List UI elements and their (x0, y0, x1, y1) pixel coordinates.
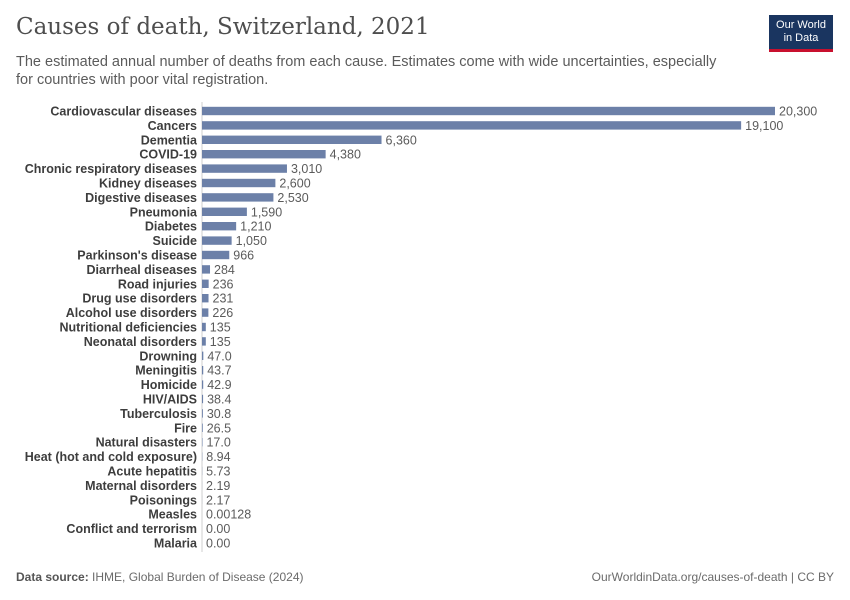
value-label: 1,210 (240, 220, 271, 234)
bar (202, 394, 204, 404)
category-label: Road injuries (118, 277, 197, 291)
value-label: 30.8 (207, 407, 231, 421)
value-label: 19,100 (745, 119, 783, 133)
bar (202, 351, 204, 360)
value-label: 8.94 (206, 450, 230, 464)
value-label: 135 (210, 321, 231, 335)
category-label: Nutritional deficiencies (59, 321, 197, 335)
category-label: Alcohol use disorders (66, 306, 197, 320)
bar (202, 380, 204, 389)
bar (202, 150, 326, 159)
bar (202, 106, 775, 116)
value-label: 226 (212, 306, 233, 320)
value-label: 26.5 (207, 421, 231, 435)
data-source-text: IHME, Global Burden of Disease (2024) (92, 570, 304, 584)
category-label: Meningitis (135, 364, 197, 378)
value-label: 2.17 (206, 493, 230, 507)
value-label: 43.7 (207, 364, 231, 378)
category-label: Diabetes (145, 220, 197, 234)
value-label: 0.00 (206, 537, 230, 551)
category-label: Suicide (153, 234, 198, 248)
bar (202, 178, 276, 188)
value-label: 5.73 (206, 465, 230, 479)
value-label: 47.0 (207, 349, 231, 363)
category-label: Kidney diseases (99, 177, 197, 191)
bar (202, 366, 204, 375)
bar (202, 121, 742, 130)
value-label: 0.00128 (206, 508, 251, 522)
bar (202, 236, 232, 245)
category-label: Cancers (148, 119, 197, 133)
category-label: Malaria (154, 537, 198, 551)
bar (202, 279, 209, 288)
logo-line-2: in Data (783, 32, 819, 44)
bar (202, 322, 206, 332)
value-label: 20,300 (779, 105, 817, 119)
category-label: Heat (hot and cold exposure) (25, 450, 197, 464)
value-label: 1,590 (251, 205, 282, 219)
value-label: 135 (210, 335, 231, 349)
data-source-label: Data source: (16, 570, 89, 584)
category-label: Dementia (141, 133, 198, 147)
value-label: 3,010 (291, 162, 322, 176)
value-label: 231 (213, 292, 234, 306)
bar (202, 222, 237, 231)
value-label: 236 (213, 277, 234, 291)
category-label: Chronic respiratory diseases (25, 162, 197, 176)
bar (202, 207, 247, 216)
bar-chart: Cardiovascular diseases 20,300 Cancers 19,1… (25, 102, 817, 552)
bar (202, 164, 287, 173)
category-label: Digestive diseases (85, 191, 197, 205)
chart-subtitle: The estimated annual number of deaths fr… (16, 54, 717, 88)
bar (202, 308, 209, 317)
value-label: 42.9 (207, 378, 231, 392)
category-label: Fire (174, 421, 197, 435)
value-label: 2,600 (279, 177, 310, 191)
bar (202, 423, 203, 432)
value-label: 0.00 (206, 522, 230, 536)
bar (202, 135, 382, 144)
category-label: Drug use disorders (82, 292, 197, 306)
value-label: 2,530 (277, 191, 308, 205)
source-url-link[interactable]: OurWorldinData.org/causes-of-death | CC … (591, 570, 834, 584)
value-label: 4,380 (330, 148, 361, 162)
value-label: 17.0 (206, 436, 230, 450)
bar (202, 193, 274, 202)
category-label: Measles (148, 508, 197, 522)
value-label: 284 (214, 263, 235, 277)
category-label: Maternal disorders (85, 479, 197, 493)
category-label: Natural disasters (96, 436, 197, 450)
category-label: Conflict and terrorism (66, 522, 197, 536)
value-label: 966 (233, 249, 254, 263)
category-label: COVID-19 (139, 148, 197, 162)
chart-title: Causes of death, Switzerland, 2021 (16, 14, 430, 40)
category-label: Diarrheal diseases (87, 263, 198, 277)
category-label: Pneumonia (130, 205, 198, 219)
value-label: 1,050 (236, 234, 267, 248)
value-label: 38.4 (207, 393, 231, 407)
value-label: 2.19 (206, 479, 230, 493)
data-source: Data source: IHME, Global Burden of Dise… (16, 570, 303, 584)
category-label: Drowning (139, 349, 197, 363)
category-label: Tuberculosis (120, 407, 197, 421)
category-label: Neonatal disorders (84, 335, 197, 349)
value-label: 6,360 (386, 133, 417, 147)
bar (202, 294, 209, 303)
category-label: HIV/AIDS (143, 393, 197, 407)
category-label: Homicide (141, 378, 197, 392)
bar (202, 409, 203, 418)
category-label: Acute hepatitis (107, 465, 197, 479)
bar (202, 250, 230, 260)
logo-line-1: Our World (776, 19, 826, 31)
category-label: Parkinson's disease (77, 249, 197, 263)
bar (202, 337, 206, 346)
owid-logo[interactable]: Our World in Data (769, 15, 833, 52)
bar (202, 265, 211, 274)
category-label: Cardiovascular diseases (50, 105, 197, 119)
category-label: Poisonings (130, 493, 197, 507)
